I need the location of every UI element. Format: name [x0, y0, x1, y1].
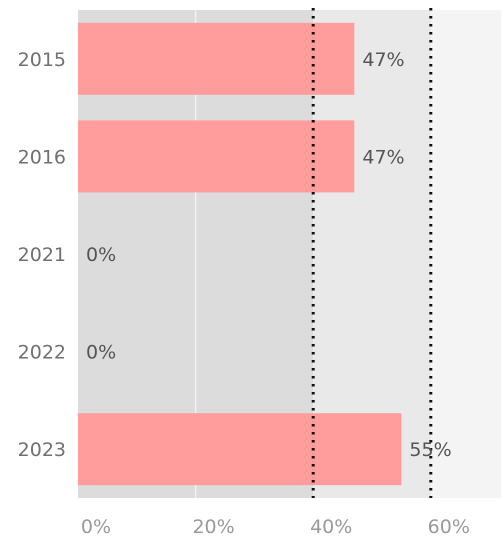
- category-label: 2022: [18, 342, 66, 364]
- value-labels: 47% 47% 0% 0% 55%: [86, 49, 452, 461]
- x-tick-label: 60%: [428, 516, 470, 538]
- bar-2016: [78, 120, 355, 193]
- value-label: 55%: [409, 439, 451, 461]
- y-axis-labels: 2015 2016 2021 2022 2023: [18, 49, 66, 461]
- value-label: 0%: [86, 342, 116, 364]
- value-label: 47%: [362, 146, 404, 168]
- value-label: 0%: [86, 244, 116, 266]
- value-label: 47%: [362, 49, 404, 71]
- category-label: 2015: [18, 49, 66, 71]
- x-tick-label: 40%: [310, 516, 352, 538]
- category-label: 2016: [18, 146, 66, 168]
- x-tick-label: 20%: [192, 516, 234, 538]
- bar-2015: [78, 22, 355, 95]
- reference-lines: [311, 8, 433, 498]
- x-axis-labels: 0% 20% 40% 60%: [81, 516, 470, 538]
- bars: [78, 22, 402, 486]
- category-label: 2023: [18, 439, 66, 461]
- bar-2023: [78, 413, 402, 486]
- category-label: 2021: [18, 244, 66, 266]
- x-tick-label: 0%: [81, 516, 111, 538]
- background-band-2: [430, 10, 502, 498]
